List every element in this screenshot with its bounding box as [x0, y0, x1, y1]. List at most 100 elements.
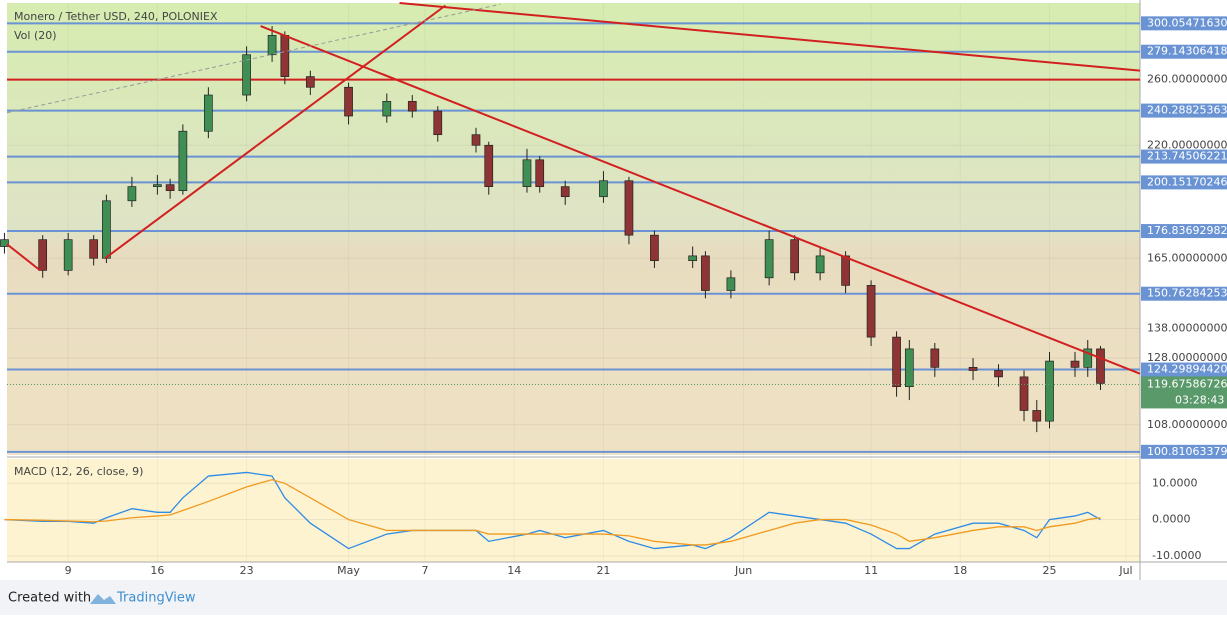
candle-body [102, 200, 111, 259]
candle-body [1096, 348, 1105, 384]
candle-body [38, 239, 48, 271]
candle-body [484, 144, 494, 187]
candle-body [688, 255, 698, 262]
x-tick-label: 25 [1043, 564, 1057, 577]
candle-body [535, 159, 545, 187]
x-tick-label: 11 [864, 564, 878, 577]
macd-tick-label: 0.0000 [1152, 513, 1191, 526]
last-price-box [1141, 376, 1227, 409]
macd-tick-label: -10.0000 [1152, 549, 1201, 562]
level-label: 213.74506221 [1147, 150, 1227, 163]
candle-body [344, 86, 353, 117]
tradingview-logo [90, 594, 116, 604]
candle-body [0, 239, 9, 247]
candle-body [280, 35, 290, 77]
level-label: 240.28825363 [1147, 104, 1227, 117]
volume-label: Vol (20) [14, 29, 57, 42]
y-tick-label: 165.00000000 [1147, 251, 1227, 264]
candle-body [841, 255, 850, 286]
trend-line [399, 2, 1141, 72]
level-label-box [1141, 286, 1227, 301]
y-tick-label: 108.00000000 [1147, 418, 1227, 431]
candle-body [968, 366, 978, 371]
level-label-box [1141, 362, 1227, 377]
trend-line [260, 25, 1141, 375]
candle-body [471, 134, 481, 146]
candle-body [892, 336, 901, 388]
level-label: 200.15170246 [1147, 175, 1227, 188]
candle-body [701, 255, 710, 291]
candle-body [382, 101, 392, 117]
candle-body [433, 110, 443, 136]
price-pane [7, 3, 1140, 455]
x-tick-label: 23 [240, 564, 254, 577]
macd-line [4, 471, 1101, 550]
x-tick-label: 18 [953, 564, 967, 577]
candle-body [790, 239, 799, 274]
level-label: 176.83692982 [1147, 224, 1227, 237]
footer-bar [0, 580, 1227, 615]
footer-brand: TradingView [116, 591, 196, 606]
x-tick-label: 21 [596, 564, 610, 577]
candle-body [1070, 360, 1080, 368]
last-price-label: 119.67586726 [1147, 377, 1227, 390]
candle-body [650, 234, 659, 262]
candle-body [153, 184, 162, 187]
candle-body [63, 239, 73, 271]
candle-body [178, 130, 188, 191]
level-label-box [1141, 103, 1227, 118]
level-label: 150.76284253 [1147, 287, 1227, 300]
y-tick-label: 138.00000000 [1147, 321, 1227, 334]
trend-line [6, 243, 41, 272]
candle-body [522, 159, 532, 187]
candle-body [560, 186, 570, 198]
y-tick-label: 128.00000000 [1147, 351, 1227, 364]
candle-body [89, 239, 99, 259]
x-tick-label: May [337, 564, 360, 577]
level-label-box [1141, 175, 1227, 190]
macd-title: MACD (12, 26, close, 9) [14, 465, 143, 478]
trend-line [104, 4, 447, 260]
y-tick-label: 220.00000000 [1147, 138, 1227, 151]
level-label-box [1141, 44, 1227, 59]
candle-body [726, 277, 736, 291]
candle-body [204, 94, 213, 132]
level-label: 300.05471630 [1147, 16, 1227, 29]
x-tick-label: 16 [150, 564, 164, 577]
y-tick-label: 260.00000000 [1147, 73, 1227, 86]
level-label-box [1141, 224, 1227, 239]
level-label-box [1141, 444, 1227, 459]
x-tick-label: 7 [422, 564, 429, 577]
candle-body [1032, 410, 1042, 422]
candle-body [242, 54, 251, 96]
candle-body [764, 239, 774, 279]
trend-line [6, 3, 501, 114]
level-label: 100.81063379 [1147, 445, 1227, 458]
candle-body [165, 184, 175, 191]
candle-body [267, 35, 277, 56]
macd-pane [7, 459, 1140, 562]
x-tick-label: 14 [507, 564, 521, 577]
macd-line [4, 478, 1101, 546]
candle-body [904, 348, 914, 388]
candle-body [305, 76, 315, 88]
countdown: 03:28:43 [1175, 393, 1224, 406]
candle-body [127, 186, 137, 202]
level-label: 124.29894420 [1147, 363, 1227, 376]
candle-body [930, 348, 940, 368]
candle-body [624, 180, 634, 236]
candle-body [1045, 360, 1054, 422]
candle-body [599, 180, 608, 198]
chart-title: Monero / Tether USD, 240, POLONIEX [14, 10, 218, 23]
candle-body [1019, 376, 1029, 411]
candle-body [815, 255, 825, 274]
candle-body [407, 101, 417, 112]
candle-body [994, 370, 1003, 378]
level-label-box [1141, 149, 1227, 164]
level-label: 279.14306418 [1147, 45, 1227, 58]
macd-tick-label: 10.0000 [1152, 476, 1198, 489]
level-label-box [1141, 16, 1227, 31]
candle-body [1083, 348, 1093, 368]
x-tick-label: Jul [1118, 564, 1132, 577]
